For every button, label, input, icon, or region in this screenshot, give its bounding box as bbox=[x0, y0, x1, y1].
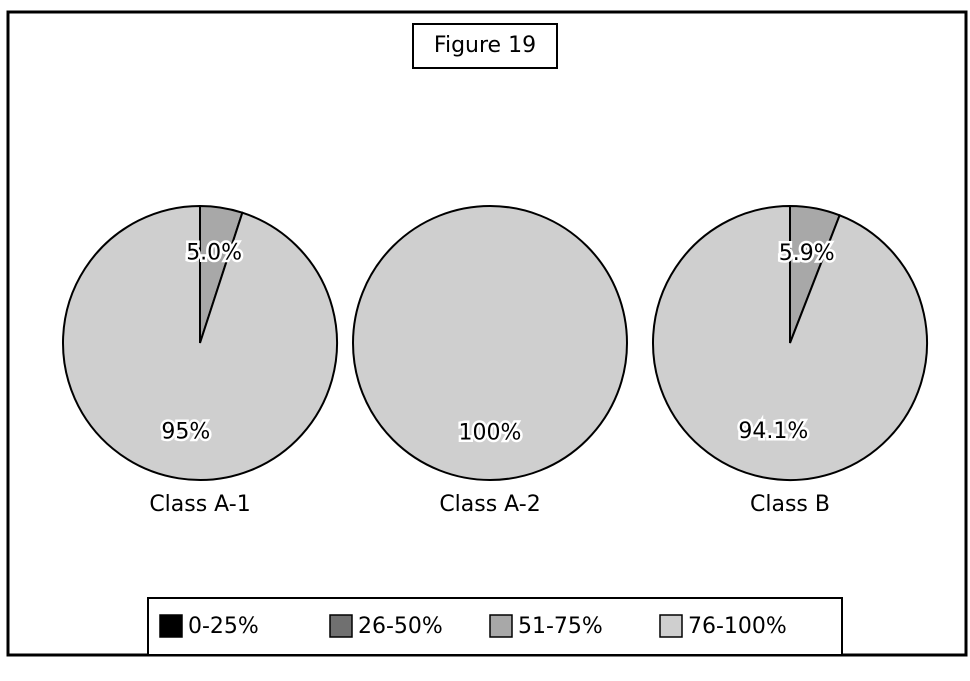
legend-swatch bbox=[489, 614, 513, 638]
pie-slice bbox=[62, 204, 338, 481]
legend-label: 0-25% bbox=[188, 614, 259, 639]
legend-swatch bbox=[159, 614, 183, 638]
pie-slice bbox=[351, 205, 629, 481]
legend-label: 26-50% bbox=[358, 614, 443, 639]
slice-label: 100% bbox=[459, 420, 522, 445]
chart-title: Figure 19 bbox=[434, 33, 536, 58]
title-box bbox=[412, 23, 558, 69]
slice-label: 5.0% bbox=[186, 241, 242, 266]
legend-label: 76-100% bbox=[688, 614, 787, 639]
pie-label: Class B bbox=[750, 492, 830, 517]
legend-swatch bbox=[659, 614, 683, 638]
slice-label: 94.1% bbox=[738, 419, 808, 444]
legend-label: 51-75% bbox=[518, 614, 603, 639]
slice-label: 5.9% bbox=[779, 241, 835, 266]
legend-swatch bbox=[329, 614, 353, 638]
slice-label: 95% bbox=[161, 419, 210, 444]
pie-label: Class A-1 bbox=[149, 492, 250, 517]
pie-slice bbox=[652, 204, 928, 481]
pie-label: Class A-2 bbox=[439, 492, 540, 517]
